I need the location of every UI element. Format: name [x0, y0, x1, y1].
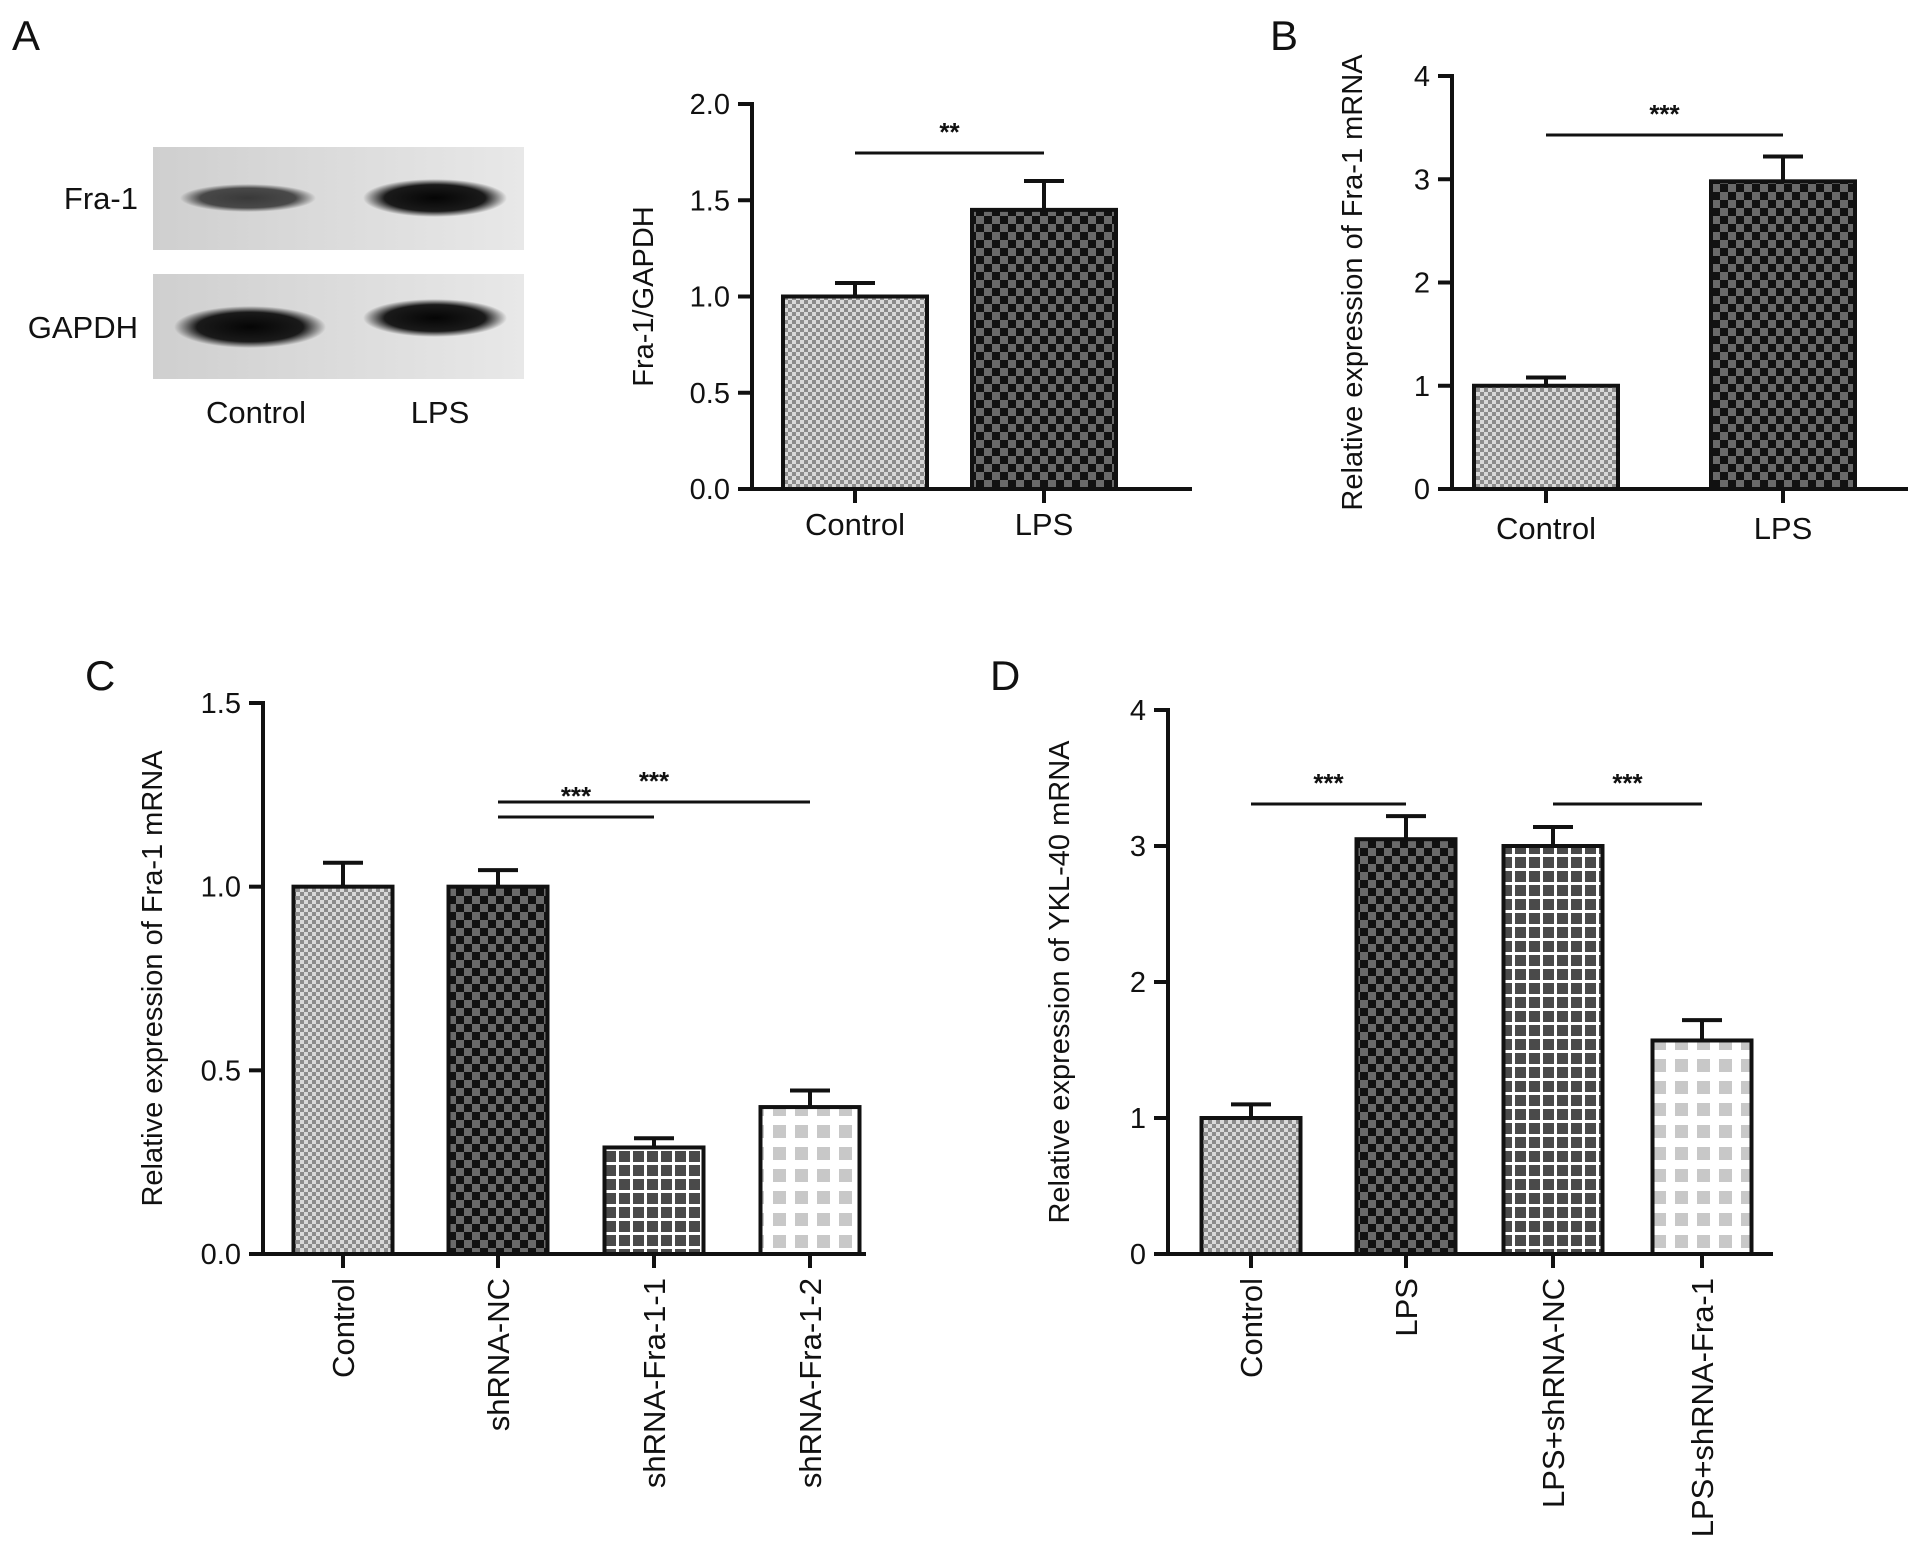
- y-tick-label: 4: [1130, 695, 1146, 727]
- bar: [602, 1145, 706, 1257]
- y-tick-label: 1.0: [690, 282, 730, 314]
- blot-lane-label-control: Control: [206, 395, 306, 430]
- y-tick-label: 0.0: [690, 474, 730, 506]
- x-category-label: LPS: [1015, 507, 1074, 542]
- chart-b: 0 1 2 3 4 Relative expression of Fra-1 mRNA Co…: [1337, 54, 1908, 546]
- bar: [1709, 179, 1857, 491]
- blot-row-label-fra1: Fra-1: [64, 181, 138, 216]
- band-gapdh-control: [174, 306, 326, 348]
- y-axis-title: Relative expression of YKL-40 mRNA: [1044, 740, 1076, 1224]
- panel-letter-a: A: [12, 12, 40, 59]
- band-fra1-control: [180, 184, 316, 212]
- bar: [1472, 383, 1620, 491]
- y-tick-label: 1.5: [201, 688, 241, 720]
- y-tick-label: 4: [1414, 61, 1430, 93]
- blot-lane-label-lps: LPS: [411, 395, 470, 430]
- y-tick-label: 1.0: [201, 872, 241, 904]
- chart-a: 0.0 0.5 1.0 1.5 2.0 Fra-1/GAPDH Control LPS **: [628, 89, 1192, 542]
- x-category-label: shRNA-NC: [481, 1278, 516, 1431]
- x-category-label: shRNA-Fra-1-1: [637, 1278, 672, 1488]
- y-tick-label: 3: [1414, 164, 1430, 196]
- blot-row-label-gapdh: GAPDH: [28, 310, 138, 345]
- y-tick-label: 0.5: [201, 1055, 241, 1087]
- x-category-label: LPS+shRNA-NC: [1536, 1278, 1571, 1508]
- bar: [291, 884, 395, 1257]
- western-blot: Fra-1 GAPDH Control LPS: [28, 147, 524, 430]
- x-category-label: Control: [805, 507, 905, 542]
- band-gapdh-lps: [363, 299, 507, 337]
- bar: [1650, 1038, 1754, 1256]
- chart-d: 0 1 2 3 4 Relative expression of YKL-40 mRNA C…: [1044, 695, 1773, 1537]
- y-tick-label: 1: [1414, 371, 1430, 403]
- y-tick-label: 0.0: [201, 1239, 241, 1271]
- y-axis-title: Fra-1/GAPDH: [628, 206, 660, 386]
- chart-c: 0.0 0.5 1.0 1.5 Relative expression of Fra-1…: [137, 688, 866, 1488]
- y-tick-label: 1: [1130, 1103, 1146, 1135]
- bar: [970, 207, 1118, 491]
- y-tick-label: 0: [1130, 1239, 1146, 1271]
- bar: [1501, 844, 1605, 1256]
- significance-label: ***: [639, 766, 670, 796]
- significance-label: ***: [561, 781, 592, 811]
- x-category-label: Control: [1496, 511, 1596, 546]
- bar: [758, 1105, 862, 1256]
- band-fra1-lps: [363, 179, 507, 217]
- y-axis-title: Relative expression of Fra-1 mRNA: [1337, 54, 1369, 511]
- significance-label: ***: [1313, 768, 1344, 798]
- x-category-label: LPS: [1754, 511, 1813, 546]
- y-tick-label: 3: [1130, 831, 1146, 863]
- significance-label: **: [939, 117, 960, 147]
- y-tick-label: 2: [1414, 268, 1430, 300]
- y-tick-label: 2: [1130, 967, 1146, 999]
- bar: [1199, 1116, 1303, 1256]
- y-axis-title: Relative expression of Fra-1 mRNA: [137, 750, 169, 1207]
- bar: [446, 884, 550, 1257]
- panel-letter-b: B: [1270, 12, 1298, 59]
- x-category-label: Control: [326, 1278, 361, 1378]
- significance-label: ***: [1612, 768, 1643, 798]
- bar: [1354, 837, 1458, 1256]
- y-tick-label: 0.5: [690, 378, 730, 410]
- significance-label: ***: [1649, 99, 1680, 129]
- panel-letter-d: D: [990, 652, 1020, 699]
- x-category-label: LPS+shRNA-Fra-1: [1685, 1278, 1720, 1537]
- y-tick-label: 0: [1414, 474, 1430, 506]
- y-tick-label: 1.5: [690, 185, 730, 217]
- x-category-label: shRNA-Fra-1-2: [793, 1278, 828, 1488]
- y-tick-label: 2.0: [690, 89, 730, 121]
- bar: [781, 294, 929, 491]
- panel-letter-c: C: [85, 652, 115, 699]
- x-category-label: Control: [1234, 1278, 1269, 1378]
- x-category-label: LPS: [1389, 1278, 1424, 1337]
